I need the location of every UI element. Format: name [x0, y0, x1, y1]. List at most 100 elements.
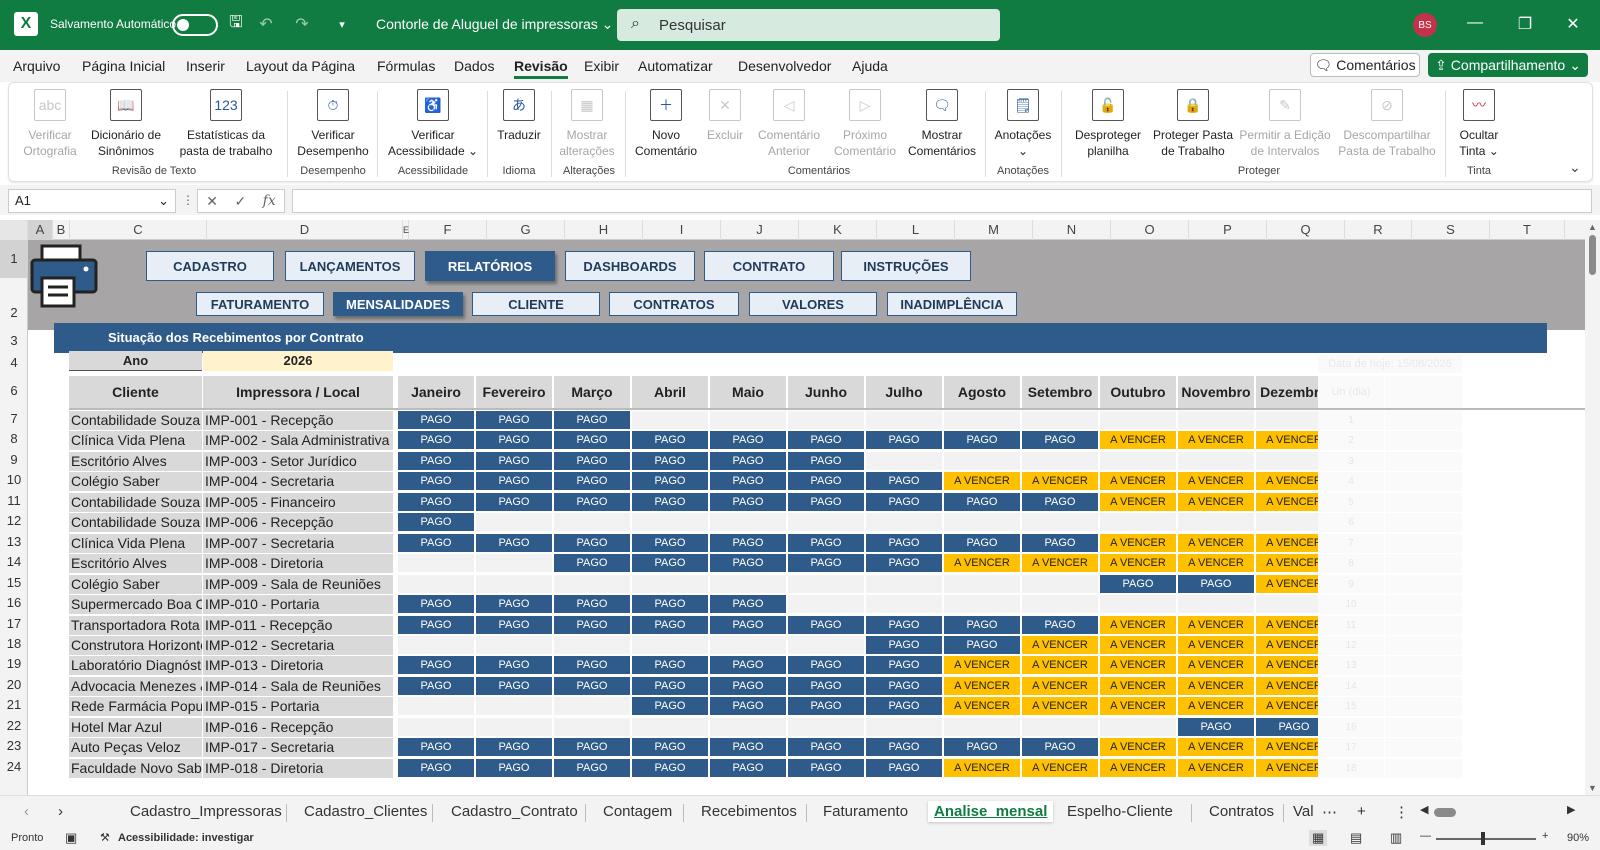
cell-client[interactable]: Colégio Saber [69, 575, 202, 594]
column-header[interactable]: E [403, 220, 409, 240]
cell-status[interactable]: A VENCER [1178, 697, 1254, 715]
tab-cadastro-impressoras[interactable]: Cadastro_Impressoras [130, 803, 282, 820]
cell-status[interactable]: A VENCER [1178, 656, 1254, 674]
cell-status[interactable] [1022, 575, 1098, 593]
cell-status[interactable]: A VENCER [944, 554, 1020, 572]
cell-status[interactable]: PAGO [398, 472, 474, 490]
cell-status[interactable]: PAGO [398, 759, 474, 777]
row-header[interactable]: 24 [6, 759, 22, 774]
cell-status[interactable]: PAGO [710, 656, 786, 674]
row-header[interactable]: 12 [6, 513, 22, 528]
new-comment-button[interactable]: ＋ Novo Comentário [631, 89, 701, 159]
nav-cadastro-button[interactable]: CADASTRO [146, 251, 274, 281]
cell-status[interactable]: PAGO [710, 452, 786, 470]
column-header[interactable]: T [1490, 220, 1565, 240]
cell-status[interactable]: A VENCER [1022, 759, 1098, 777]
cell-status[interactable]: PAGO [632, 697, 708, 715]
formula-input[interactable] [292, 189, 1592, 213]
cell-status[interactable] [1022, 595, 1098, 613]
cell-client[interactable]: Hotel Mar Azul [69, 718, 202, 737]
cell-client[interactable]: Escritório Alves [69, 452, 202, 471]
vertical-scrollbar[interactable]: ▲ ▼ [1585, 220, 1600, 795]
menu-formulas[interactable]: Fórmulas [377, 58, 436, 74]
accessibility-status[interactable]: Acessibilidade: investigar [118, 832, 254, 844]
cell-printer[interactable]: IMP-003 - Setor Jurídico [203, 452, 393, 471]
hide-ink-button[interactable]: 〰 Ocultar Tinta ⌄ [1451, 89, 1507, 159]
minimize-icon[interactable]: — [1467, 14, 1483, 31]
zoom-slider-thumb[interactable] [1481, 832, 1485, 845]
cell-status[interactable]: PAGO [476, 411, 552, 429]
cell-status[interactable]: PAGO [476, 656, 552, 674]
row-header[interactable]: 23 [6, 738, 22, 753]
column-header[interactable]: D [207, 220, 403, 240]
cell-status[interactable]: PAGO [710, 431, 786, 449]
cell-status[interactable]: PAGO [710, 677, 786, 695]
cell-status[interactable]: PAGO [710, 493, 786, 511]
cell-status[interactable] [476, 513, 552, 531]
add-sheet-icon[interactable]: + [1357, 803, 1366, 820]
cell-status[interactable]: PAGO [554, 656, 630, 674]
menu-arquivo[interactable]: Arquivo [13, 58, 61, 74]
cell-status[interactable]: PAGO [710, 534, 786, 552]
column-header[interactable]: F [409, 220, 487, 240]
row-header[interactable]: 15 [6, 575, 22, 590]
row-header[interactable]: 22 [6, 718, 22, 733]
cell-status[interactable] [1256, 452, 1332, 470]
cell-status[interactable]: PAGO [1256, 718, 1332, 736]
menu-desenvolvedor[interactable]: Desenvolvedor [738, 58, 832, 74]
autosave-toggle[interactable] [172, 14, 218, 36]
cell-status[interactable]: A VENCER [1178, 534, 1254, 552]
column-header[interactable]: P [1189, 220, 1267, 240]
comments-button[interactable]: 🗨 Comentários [1310, 53, 1420, 77]
cell-status[interactable]: PAGO [944, 636, 1020, 654]
cell-status[interactable]: A VENCER [1100, 493, 1176, 511]
cell-status[interactable]: A VENCER [1256, 636, 1332, 654]
cell-status[interactable] [788, 411, 864, 429]
cell-status[interactable]: PAGO [1100, 575, 1176, 593]
insert-function-icon[interactable]: fx [262, 193, 276, 209]
cell-client[interactable]: Contabilidade Souza [69, 411, 202, 430]
cell-status[interactable]: PAGO [554, 554, 630, 572]
cell-status[interactable]: A VENCER [1022, 636, 1098, 654]
tab-contratos[interactable]: Contratos [1209, 803, 1275, 820]
cell-status[interactable]: A VENCER [1100, 616, 1176, 634]
cell-status[interactable]: PAGO [476, 677, 552, 695]
cell-status[interactable]: PAGO [866, 656, 942, 674]
cell-status[interactable] [788, 718, 864, 736]
column-header[interactable]: M [955, 220, 1033, 240]
cell-status[interactable] [1100, 718, 1176, 736]
cell-status[interactable] [476, 575, 552, 593]
row-header[interactable]: 17 [6, 616, 22, 631]
tab-scroll-right-icon[interactable]: › [58, 803, 63, 820]
cell-status[interactable]: PAGO [944, 616, 1020, 634]
cell-status[interactable]: PAGO [1022, 431, 1098, 449]
cell-status[interactable] [788, 595, 864, 613]
cell-status[interactable]: A VENCER [1256, 616, 1332, 634]
zoom-slider[interactable] [1436, 838, 1536, 840]
cell-client[interactable]: Faculdade Novo Saber [69, 759, 202, 778]
cell-status[interactable] [866, 595, 942, 613]
cell-status[interactable]: PAGO [788, 534, 864, 552]
cell-status[interactable]: A VENCER [1022, 677, 1098, 695]
cell-status[interactable]: PAGO [632, 677, 708, 695]
cell-printer[interactable]: IMP-010 - Portaria [203, 595, 393, 614]
cell-status[interactable]: PAGO [866, 554, 942, 572]
cell-status[interactable] [710, 513, 786, 531]
cell-status[interactable]: PAGO [476, 534, 552, 552]
cell-status[interactable] [476, 636, 552, 654]
row-header[interactable]: 10 [6, 472, 22, 487]
tab-faturamento[interactable]: Faturamento [823, 803, 909, 820]
cell-status[interactable]: PAGO [632, 554, 708, 572]
sub-mensalidades-button[interactable]: MENSALIDADES [333, 292, 463, 316]
thesaurus-button[interactable]: 📖 Dicionário de Sinônimos [87, 89, 165, 159]
cell-status[interactable]: A VENCER [1178, 738, 1254, 756]
cell-status[interactable]: A VENCER [1256, 472, 1332, 490]
cell-status[interactable]: PAGO [1022, 493, 1098, 511]
next-comment-button[interactable]: ▷ Próximo Comentário [829, 89, 901, 159]
cell-status[interactable]: PAGO [788, 452, 864, 470]
column-header[interactable]: N [1033, 220, 1111, 240]
tab-recebimentos[interactable]: Recebimentos [701, 803, 797, 820]
cell-status[interactable] [710, 575, 786, 593]
cell-status[interactable] [476, 718, 552, 736]
cell-status[interactable]: PAGO [632, 738, 708, 756]
